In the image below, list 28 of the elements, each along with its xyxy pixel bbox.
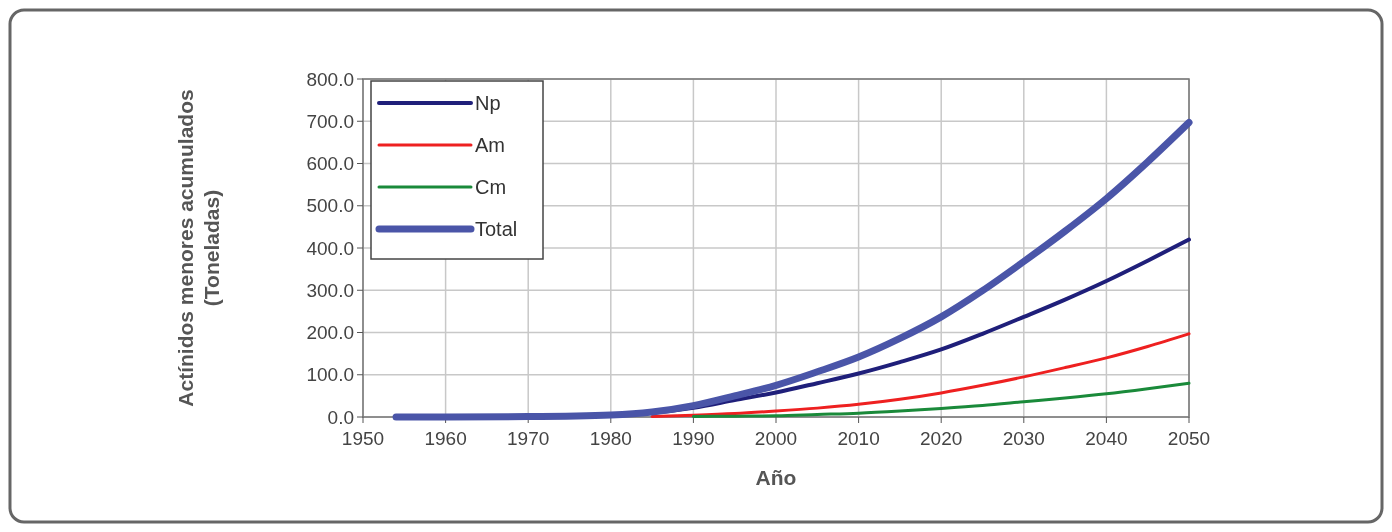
- y-tick-label: 800.0: [306, 68, 354, 90]
- x-tick-label: 2010: [837, 428, 880, 449]
- y-tick-label: 0.0: [327, 406, 354, 428]
- legend-label: Total: [475, 218, 518, 240]
- x-tick-label: 1990: [672, 428, 715, 449]
- legend-label: Am: [475, 134, 505, 156]
- x-tick-label: 2050: [1167, 428, 1211, 449]
- x-tick-label: 2020: [920, 428, 963, 449]
- line-series: [691, 381, 1191, 419]
- y-tick-label: 100.0: [306, 364, 354, 386]
- y-axis-title: Actínidos menores acumulados (Toneladas): [174, 89, 223, 407]
- legend-label: Np: [475, 92, 501, 114]
- x-tick-label: 2040: [1085, 428, 1128, 449]
- x-tick-label: 1980: [589, 428, 632, 449]
- y-tick-label: 200.0: [306, 322, 354, 344]
- y-tick-label: 600.0: [306, 153, 354, 175]
- x-tick-label: 2000: [754, 428, 798, 449]
- x-tick-label: 2030: [1002, 428, 1045, 449]
- x-tick-label: 1960: [424, 428, 467, 449]
- y-tick-label: 500.0: [306, 195, 354, 217]
- x-tick-label: 1950: [341, 428, 385, 449]
- x-axis-title: Año: [755, 466, 797, 489]
- y-tick-label: 700.0: [306, 110, 354, 132]
- y-tick-label: 300.0: [306, 279, 354, 301]
- x-tick-label: 1970: [507, 428, 550, 449]
- legend-label: Cm: [475, 176, 507, 198]
- y-tick-label: 400.0: [306, 237, 354, 259]
- line-series: [650, 332, 1191, 419]
